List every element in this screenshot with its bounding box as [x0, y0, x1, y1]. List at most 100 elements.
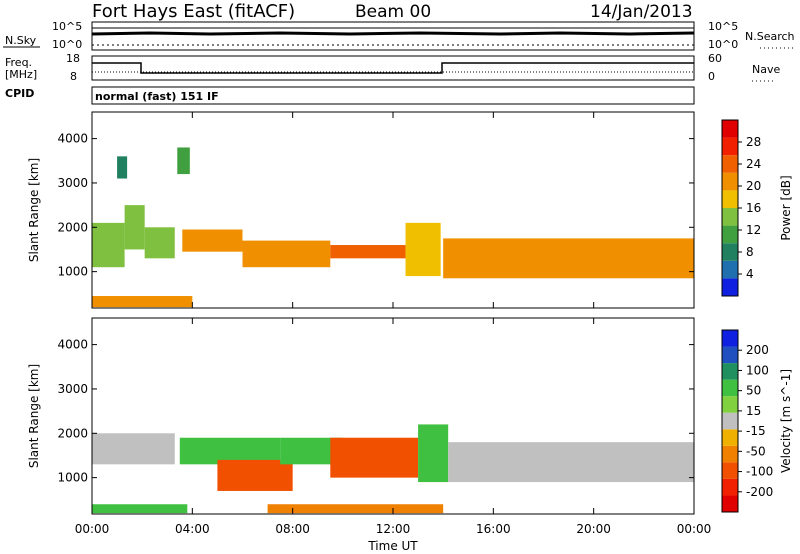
velocity-scatter-patch	[92, 504, 188, 514]
nave-tick-top: 60	[708, 52, 722, 65]
power-scatter-patch	[330, 245, 406, 259]
noise-sky-trace	[91, 31, 695, 36]
velocity-scatter-patch	[267, 504, 444, 514]
velocity-y-tick-label: 3000	[57, 382, 88, 396]
velocity-colorbar-swatch	[722, 429, 738, 446]
freq-panel-frame	[91, 55, 695, 81]
velocity-y-axis-label: Slant Range [km]	[27, 364, 41, 468]
freq-trace	[92, 62, 694, 74]
power-plot: 1000 2000 3000 4000 Slant Range [km]	[27, 111, 695, 309]
x-axis: 00:00 04:00 08:00 12:00 16:00 20:00 00:00 Time …	[75, 522, 712, 553]
velocity-y-tick-label: 1000	[57, 471, 88, 485]
power-scatter-patch	[144, 227, 175, 259]
power-colorbar-tick-label: 20	[746, 179, 761, 193]
power-scatter-patch	[182, 229, 243, 252]
power-colorbar-swatch	[722, 120, 738, 138]
noise-left-tick-bottom: 10^0	[52, 38, 82, 51]
noise-panel-frame	[91, 21, 695, 51]
power-y-tick-label: 3000	[57, 176, 88, 190]
velocity-colorbar-swatch	[722, 379, 738, 397]
power-colorbar-swatch	[722, 155, 738, 173]
power-colorbar-swatch	[722, 190, 738, 208]
velocity-y-tick-label: 2000	[57, 426, 88, 440]
velocity-colorbar-tick-label: -15	[746, 424, 766, 438]
power-colorbar: 4 8 12 16 20 24 28 Power [dB]	[721, 119, 793, 297]
velocity-colorbar-swatch	[722, 478, 738, 496]
power-colorbar-swatch	[722, 172, 738, 191]
nave-tick-bottom: 0	[708, 70, 715, 83]
power-scatter-patch	[117, 156, 128, 179]
velocity-colorbar-tick-label: 50	[746, 384, 761, 398]
velocity-colorbar-swatch	[722, 412, 738, 430]
freq-tick-top: 18	[66, 52, 80, 65]
power-scatter-patch	[443, 238, 694, 279]
freq-label-top: Freq.	[5, 56, 32, 69]
power-colorbar-swatch	[722, 278, 738, 296]
x-tick-label: 08:00	[275, 522, 310, 536]
power-colorbar-tick-label: 8	[746, 245, 754, 259]
velocity-colorbar: -200 -100 -50 -15 15 50 100 200 Velocity [m s^-1…	[721, 329, 793, 513]
velocity-colorbar-tick-label: 15	[746, 404, 761, 418]
noise-search-label: N.Search	[745, 30, 795, 43]
noise-right-tick-top: 10^5	[708, 20, 738, 33]
station-title: Fort Hays East (fitACF)	[92, 1, 295, 22]
power-y-tick-label: 4000	[57, 132, 88, 146]
velocity-colorbar-tick-label: -50	[746, 444, 766, 458]
power-colorbar-swatch	[722, 137, 738, 156]
velocity-colorbar-tick-label: -200	[746, 485, 773, 499]
cpid-program: normal (fast) 151 IF	[95, 90, 219, 103]
power-colorbar-tick-label: 28	[746, 135, 761, 149]
velocity-colorbar-swatch	[722, 445, 738, 463]
power-colorbar-tick-label: 24	[746, 157, 761, 171]
power-frame	[91, 111, 695, 309]
x-tick-label: 00:00	[75, 522, 110, 536]
velocity-colorbar-swatch	[722, 396, 738, 413]
velocity-colorbar-swatch	[722, 495, 738, 512]
power-colorbar-tick-label: 4	[746, 267, 754, 281]
velocity-colorbar-frame	[721, 329, 739, 513]
power-scatter-patch	[405, 222, 441, 277]
x-tick-label: 20:00	[576, 522, 611, 536]
cpid-panel-frame	[91, 86, 695, 105]
power-colorbar-tick-label: 12	[746, 223, 761, 237]
power-colorbar-label: Power [dB]	[779, 175, 793, 240]
power-scatter-patch	[92, 296, 193, 308]
x-tick-label: 04:00	[175, 522, 210, 536]
power-scatter-patch	[177, 147, 190, 175]
power-scatter-patch	[242, 240, 331, 268]
velocity-scatter-patch	[330, 437, 419, 478]
velocity-colorbar-tick-label: -100	[746, 465, 773, 479]
x-tick-label: 00:00	[677, 522, 712, 536]
velocity-y-tick-label: 4000	[57, 338, 88, 352]
x-tick-label: 16:00	[476, 522, 511, 536]
x-axis-label: Time UT	[367, 539, 418, 553]
velocity-frame	[91, 317, 695, 515]
date-title: 14/Jan/2013	[590, 2, 693, 22]
power-colorbar-swatch	[722, 225, 738, 244]
nave-label: Nave	[752, 63, 780, 76]
power-y-tick-label: 2000	[57, 220, 88, 234]
freq-label-bottom: [MHz]	[5, 68, 37, 81]
velocity-scatter-patch	[448, 442, 694, 483]
velocity-plot: 1000 2000 3000 4000 Slant Range [km]	[27, 317, 695, 515]
velocity-colorbar-tick-label: 200	[746, 343, 769, 357]
noise-right-tick-bottom: 10^0	[708, 38, 738, 51]
noise-sky-label: N.Sky	[5, 34, 37, 47]
velocity-colorbar-swatch	[722, 330, 738, 347]
beam-title: Beam 00	[355, 2, 431, 22]
velocity-colorbar-swatch	[722, 462, 738, 479]
velocity-scatter-patch	[92, 433, 175, 465]
velocity-colorbar-swatch	[722, 363, 738, 380]
x-tick-label: 12:00	[376, 522, 411, 536]
velocity-colorbar-label: Velocity [m s^-1]	[779, 369, 793, 473]
power-colorbar-tick-label: 16	[746, 201, 761, 215]
power-scatter-patch	[124, 205, 145, 250]
power-scatter-patch	[92, 222, 125, 268]
velocity-colorbar-tick-label: 100	[746, 363, 769, 377]
power-colorbar-swatch	[722, 260, 738, 279]
velocity-scatter-patch	[418, 424, 449, 483]
noise-left-tick-top: 10^5	[52, 20, 82, 33]
power-colorbar-swatch	[722, 208, 738, 226]
power-y-tick-label: 1000	[57, 265, 88, 279]
cpid-label: CPID	[5, 87, 34, 100]
